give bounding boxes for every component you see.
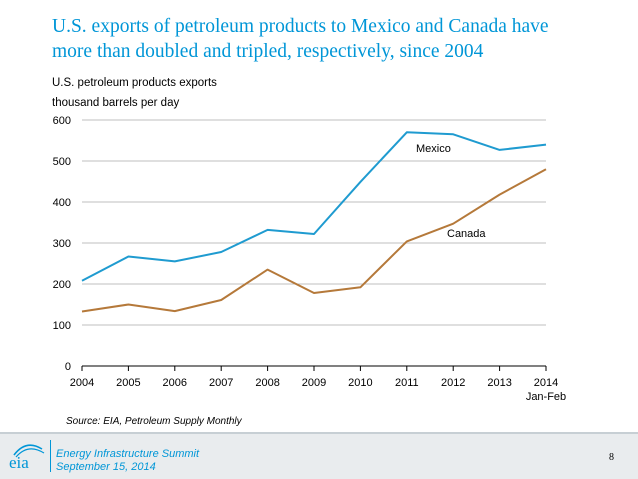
chart-subtitle: U.S. petroleum products exports thousand… bbox=[52, 73, 217, 113]
y-axis-unit-label: thousand barrels per day bbox=[52, 97, 180, 109]
series-label-canada: Canada bbox=[447, 228, 486, 240]
footer-bar bbox=[0, 432, 638, 479]
title-line-1: U.S. exports of petroleum products to Me… bbox=[52, 16, 549, 37]
line-chart: 0 100 200 300 400 500 600 2004 2005 2006 2007 2008 2… bbox=[53, 115, 567, 403]
x-tick-label: 2011 bbox=[395, 377, 419, 389]
logo-divider bbox=[50, 440, 51, 472]
x-tick-label: 2007 bbox=[209, 377, 233, 389]
slide-title: U.S. exports of petroleum products to Me… bbox=[52, 14, 622, 64]
x-tick-label: 2008 bbox=[255, 377, 279, 389]
x-tick-label: 2005 bbox=[116, 377, 140, 389]
y-tick-label: 200 bbox=[53, 279, 71, 291]
y-tick-label: 300 bbox=[53, 238, 71, 250]
x-tick-sublabel: Jan-Feb bbox=[526, 391, 566, 403]
x-tick-label: 2010 bbox=[348, 377, 372, 389]
y-tick-label: 0 bbox=[65, 361, 71, 373]
series-label-mexico: Mexico bbox=[416, 143, 451, 155]
x-tick-label: 2012 bbox=[441, 377, 465, 389]
source-note: Source: EIA, Petroleum Supply Monthly bbox=[66, 416, 242, 427]
event-info: Energy Infrastructure Summit September 1… bbox=[56, 448, 199, 474]
y-tick-label: 400 bbox=[53, 197, 71, 209]
chart-title: U.S. petroleum products exports bbox=[52, 77, 217, 89]
page-number: 8 bbox=[609, 452, 614, 463]
x-tick-label: 2013 bbox=[487, 377, 511, 389]
x-tick-label: 2009 bbox=[302, 377, 326, 389]
series-line-canada bbox=[81, 168, 547, 313]
title-line-2: more than doubled and tripled, respectiv… bbox=[52, 41, 484, 62]
x-tick-label: 2014 bbox=[534, 377, 558, 389]
y-tick-label: 500 bbox=[53, 156, 71, 168]
y-tick-label: 100 bbox=[53, 320, 71, 332]
x-tick-label: 2004 bbox=[70, 377, 94, 389]
event-date: September 15, 2014 bbox=[56, 461, 156, 473]
logo-text: eia bbox=[9, 453, 29, 471]
y-tick-label: 600 bbox=[53, 115, 71, 127]
eia-logo-icon: eia bbox=[9, 444, 45, 471]
footer-divider bbox=[0, 432, 638, 434]
event-name: Energy Infrastructure Summit bbox=[56, 448, 200, 460]
x-tick-label: 2006 bbox=[163, 377, 187, 389]
series-line-mexico bbox=[81, 131, 547, 282]
